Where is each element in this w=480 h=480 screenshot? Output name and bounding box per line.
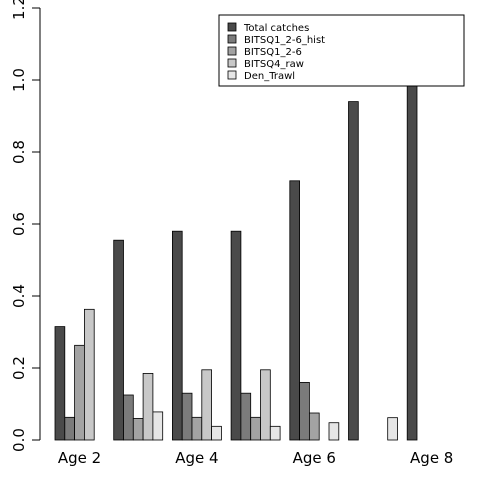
y-tick-label: 0.2: [10, 356, 28, 380]
bar: [181, 392, 193, 441]
legend-swatch: [227, 46, 237, 56]
legend: Total catchesBITSQ1_2-6_histBITSQ1_2-6BI…: [218, 14, 465, 87]
bar: [191, 416, 203, 441]
y-tick-label: 0.8: [10, 140, 28, 164]
bar: [328, 422, 340, 441]
legend-label: BITSQ1_2-6_hist: [244, 35, 325, 46]
bar: [211, 425, 222, 441]
y-tick-label: 0.4: [10, 284, 28, 308]
bar: [230, 230, 242, 441]
bar: [123, 394, 134, 441]
bar: [201, 369, 213, 441]
bar: [289, 180, 300, 441]
bar: [260, 369, 271, 441]
legend-swatch: [227, 34, 237, 44]
y-tick-label: 1.0: [10, 68, 28, 92]
bar: [84, 308, 95, 441]
bar: [74, 344, 85, 441]
legend-box: [218, 14, 465, 87]
bar: [142, 372, 154, 441]
bar: [387, 417, 398, 441]
x-tick-label: Age 8: [410, 449, 453, 467]
legend-label: BITSQ1_2-6: [244, 47, 302, 58]
bar: [240, 392, 252, 441]
bar: [299, 381, 310, 441]
x-tick-label: Age 4: [175, 449, 218, 467]
legend-label: Den_Trawl: [244, 71, 295, 82]
bar: [269, 425, 281, 441]
bar: [54, 326, 66, 441]
x-axis-tick-labels: Age 2 Age 4 Age 6 Age 8: [58, 449, 454, 467]
bar: [113, 239, 124, 441]
bar: [132, 417, 144, 441]
bars-group: [54, 83, 418, 441]
y-tick-label: 1.2: [10, 0, 28, 20]
y-axis: 0.0 0.2 0.4 0.6 0.8 1.0 1.2: [10, 0, 41, 452]
bar: [308, 412, 320, 441]
bar: [152, 411, 164, 441]
legend-swatch: [227, 70, 237, 80]
y-tick-label: 0.6: [10, 212, 28, 236]
legend-label: BITSQ4_raw: [244, 59, 304, 70]
bar: [171, 230, 183, 441]
bar: [250, 416, 261, 441]
legend-label: Total catches: [243, 23, 309, 34]
x-tick-label: Age 2: [58, 449, 101, 467]
bar: [64, 416, 76, 441]
bar: [348, 101, 359, 441]
legend-swatch: [227, 58, 237, 68]
bar: [406, 83, 418, 441]
legend-swatch: [227, 22, 237, 32]
x-tick-label: Age 6: [293, 449, 336, 467]
y-tick-label: 0.0: [10, 428, 28, 452]
